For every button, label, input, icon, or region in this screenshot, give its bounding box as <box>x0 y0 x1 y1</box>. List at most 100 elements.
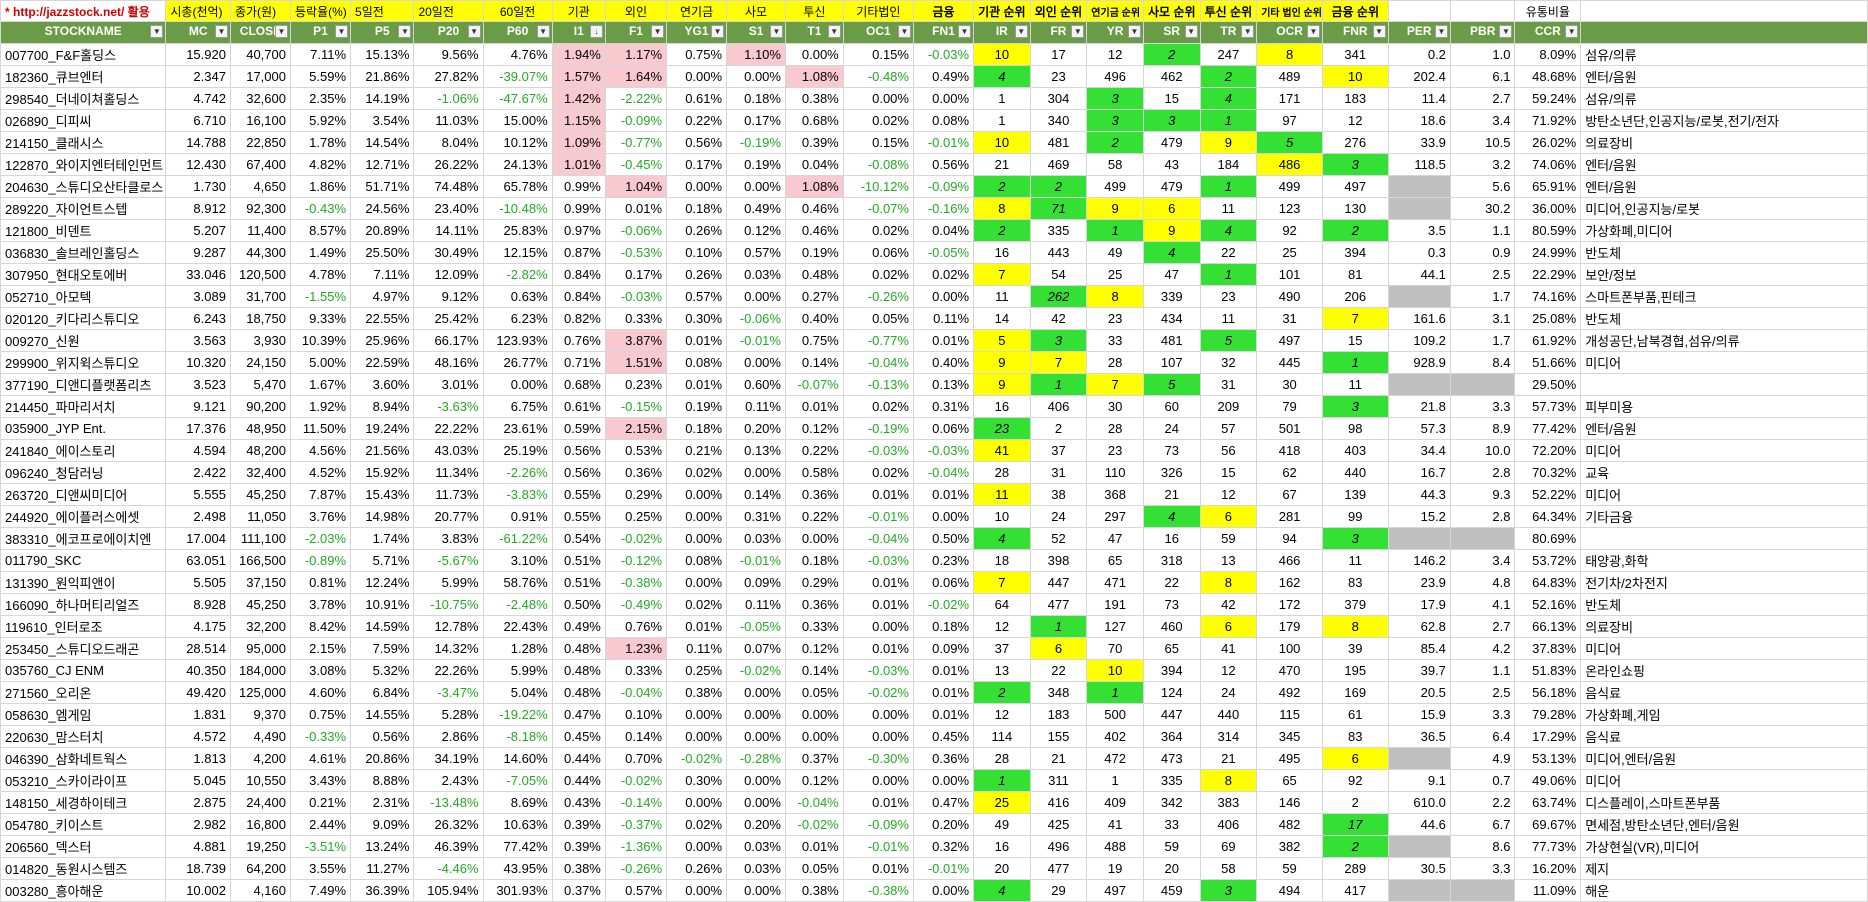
table-cell[interactable]: -3.83% <box>482 483 553 506</box>
table-cell[interactable]: 0.00% <box>726 285 786 308</box>
table-cell[interactable]: 171 <box>1256 87 1323 110</box>
table-cell[interactable]: 0.00% <box>726 725 786 748</box>
filter-dropdown-icon[interactable]: ▼ <box>536 25 550 38</box>
table-cell[interactable]: 101 <box>1256 263 1323 286</box>
table-cell[interactable]: 0.57% <box>726 241 786 264</box>
stock-name-cell[interactable]: 307950_현대오토에버 <box>0 263 167 286</box>
table-cell[interactable]: 16.20% <box>1514 857 1582 880</box>
table-cell[interactable]: 15 <box>1199 461 1258 484</box>
table-cell[interactable]: 417 <box>1321 879 1389 902</box>
table-cell[interactable]: 247 <box>1199 43 1258 66</box>
table-cell[interactable]: 4.61% <box>289 747 352 770</box>
table-cell[interactable]: 3.3 <box>1449 857 1516 880</box>
table-cell[interactable]: 3 <box>1321 153 1389 176</box>
table-cell[interactable]: 0.56% <box>350 725 415 748</box>
table-row[interactable]: 020120_키다리스튜디오 6.243 18,750 9.33% 22.55% 25.4… <box>0 307 1868 330</box>
table-cell[interactable]: 20 <box>1142 857 1201 880</box>
table-cell[interactable]: 62.8 <box>1387 615 1451 638</box>
table-cell[interactable]: 0.12% <box>726 219 786 242</box>
table-cell[interactable]: 58 <box>1086 153 1144 176</box>
table-cell[interactable]: 1.04% <box>604 175 668 198</box>
table-cell[interactable]: -0.77% <box>842 329 914 352</box>
table-cell[interactable]: 0.26% <box>666 857 728 880</box>
table-cell[interactable]: 403 <box>1321 439 1389 462</box>
table-cell[interactable] <box>1387 879 1451 902</box>
table-cell[interactable]: 4.742 <box>165 87 231 110</box>
sector-cell[interactable]: 미디어 <box>1580 769 1868 792</box>
table-cell[interactable]: 0.18% <box>666 197 728 220</box>
table-cell[interactable]: 0.75% <box>666 43 728 66</box>
table-cell[interactable]: -0.02% <box>912 593 975 616</box>
table-cell[interactable]: 14.55% <box>350 703 415 726</box>
table-cell[interactable]: 10.12% <box>482 131 553 154</box>
table-cell[interactable]: 16 <box>1142 527 1201 550</box>
table-cell[interactable]: 7.11% <box>289 43 352 66</box>
table-cell[interactable]: 0.22% <box>784 439 844 462</box>
sector-cell[interactable]: 반도체 <box>1580 593 1868 616</box>
table-cell[interactable]: 0.15% <box>842 43 914 66</box>
stock-name-cell[interactable]: 204630_스튜디오산타클로스 <box>0 175 167 198</box>
table-cell[interactable]: 445 <box>1256 351 1323 374</box>
table-cell[interactable]: 28 <box>973 461 1031 484</box>
table-cell[interactable]: 45,250 <box>229 483 291 506</box>
table-cell[interactable]: -1.36% <box>604 835 668 858</box>
table-cell[interactable]: 92 <box>1256 219 1323 242</box>
table-cell[interactable]: 0.7 <box>1449 769 1516 792</box>
table-cell[interactable]: 0.56% <box>666 131 728 154</box>
table-cell[interactable]: 0.12% <box>784 769 844 792</box>
table-cell[interactable] <box>1387 835 1451 858</box>
table-cell[interactable]: 18.739 <box>165 857 231 880</box>
table-cell[interactable]: -19.22% <box>482 703 553 726</box>
filter-dropdown-icon[interactable]: ▼ <box>711 25 725 38</box>
table-cell[interactable]: 0.18% <box>784 549 844 572</box>
table-cell[interactable]: 10 <box>1086 659 1144 682</box>
stock-name-cell[interactable]: 377190_디앤디플랫폼리츠 <box>0 373 167 396</box>
table-cell[interactable]: 3.4 <box>1449 109 1516 132</box>
table-cell[interactable]: 23.9 <box>1387 571 1451 594</box>
table-cell[interactable]: 0.47% <box>912 791 975 814</box>
table-cell[interactable]: -13.48% <box>413 791 484 814</box>
table-cell[interactable]: 22 <box>1142 571 1201 594</box>
table-cell[interactable]: 0.03% <box>726 527 786 550</box>
table-cell[interactable]: 23 <box>1199 285 1258 308</box>
table-cell[interactable]: 0.09% <box>726 571 786 594</box>
table-cell[interactable]: 0.01% <box>842 571 914 594</box>
table-cell[interactable]: 0.36% <box>784 593 844 616</box>
table-cell[interactable]: 17.9 <box>1387 593 1451 616</box>
table-cell[interactable]: 11 <box>1199 197 1258 220</box>
table-cell[interactable]: 14.788 <box>165 131 231 154</box>
table-cell[interactable]: 3 <box>1142 109 1201 132</box>
table-cell[interactable]: 1.1 <box>1449 659 1516 682</box>
table-cell[interactable]: 2 <box>1029 175 1088 198</box>
table-cell[interactable]: 398 <box>1029 549 1088 572</box>
table-cell[interactable]: -0.04% <box>784 791 844 814</box>
table-cell[interactable]: 0.15% <box>842 131 914 154</box>
table-cell[interactable]: 23 <box>1086 307 1144 330</box>
table-cell[interactable]: -10.12% <box>842 175 914 198</box>
column-header-f1[interactable]: F1 ▼ <box>604 21 668 44</box>
table-cell[interactable]: 16,800 <box>229 813 291 836</box>
table-cell[interactable]: 172 <box>1256 593 1323 616</box>
table-cell[interactable]: 0.75% <box>289 703 352 726</box>
table-cell[interactable]: 33.9 <box>1387 131 1451 154</box>
sector-cell[interactable] <box>1580 373 1868 396</box>
table-cell[interactable]: 22.29% <box>1514 263 1582 286</box>
table-cell[interactable]: 155 <box>1029 725 1088 748</box>
table-cell[interactable]: 0.00% <box>726 65 786 88</box>
filter-dropdown-icon[interactable]: ▼ <box>398 25 412 38</box>
table-cell[interactable]: -0.06% <box>726 307 786 330</box>
table-cell[interactable] <box>1449 879 1516 902</box>
table-cell[interactable]: 0.60% <box>726 373 786 396</box>
table-cell[interactable]: 59 <box>1142 835 1201 858</box>
table-cell[interactable]: 41 <box>973 439 1031 462</box>
table-cell[interactable]: 15.43% <box>350 483 415 506</box>
table-cell[interactable]: 0.04% <box>912 219 975 242</box>
table-cell[interactable]: 184 <box>1199 153 1258 176</box>
table-cell[interactable]: 3,930 <box>229 329 291 352</box>
table-cell[interactable]: -5.67% <box>413 549 484 572</box>
stock-name-cell[interactable]: 035900_JYP Ent. <box>0 417 167 440</box>
table-cell[interactable]: 39 <box>1321 637 1389 660</box>
table-cell[interactable]: 0.01% <box>666 329 728 352</box>
stock-name-cell[interactable]: 244920_에이플러스에셋 <box>0 505 167 528</box>
table-cell[interactable]: 0.00% <box>726 879 786 902</box>
